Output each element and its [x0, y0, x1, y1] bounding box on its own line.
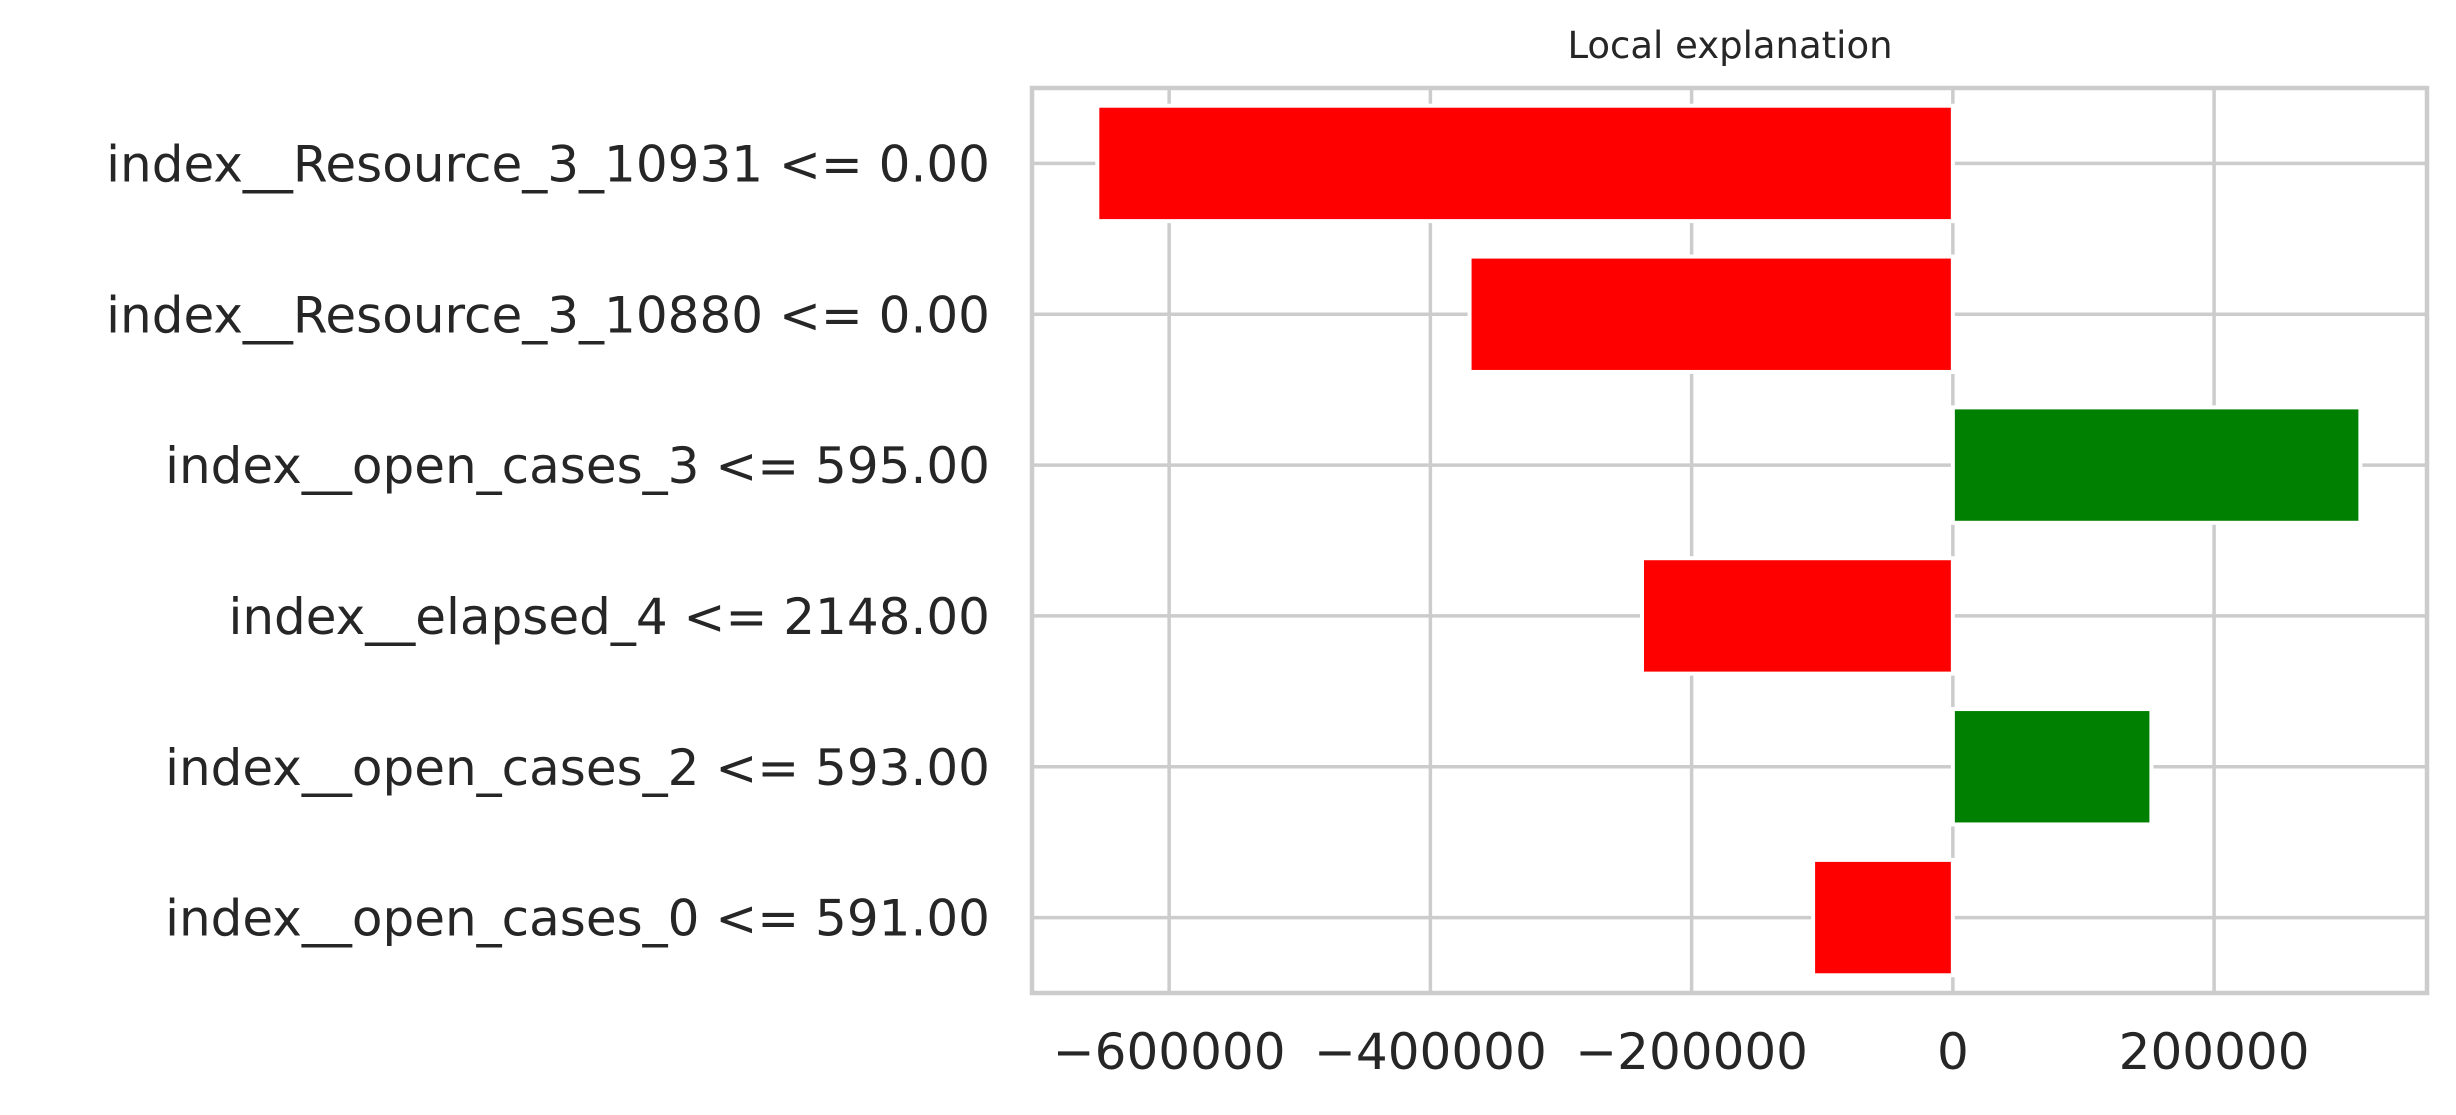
x-tick-labels: −600000 −400000 −200000 0 200000 [1053, 1023, 2310, 1081]
bar-negative [1467, 254, 1955, 374]
bar-negative [1095, 103, 1955, 224]
y-tick-label: index__Resource_3_10931 <= 0.00 [106, 135, 990, 193]
y-tick-label: index__elapsed_4 <= 2148.00 [228, 588, 990, 646]
y-tick-label: index__Resource_3_10880 <= 0.00 [106, 286, 990, 344]
y-tick-label: index__open_cases_3 <= 595.00 [165, 437, 990, 495]
bar-negative [1811, 857, 1955, 978]
chart-title: Local explanation [1567, 24, 1892, 67]
y-tick-labels: index__Resource_3_10931 <= 0.00 index__Re… [106, 135, 990, 947]
plot-frame [1029, 85, 2430, 996]
x-tick-label: 200000 [2119, 1023, 2310, 1081]
y-tick-label: index__open_cases_0 <= 591.00 [165, 890, 990, 948]
bar-layer [1095, 103, 2363, 978]
bar-negative [1639, 556, 1955, 676]
grid-layer [1032, 88, 2427, 993]
bar-positive [1950, 707, 2154, 827]
x-tick-label: 0 [1937, 1023, 1969, 1081]
x-tick-label: −200000 [1575, 1023, 1808, 1081]
y-tick-label: index__open_cases_2 <= 593.00 [165, 739, 990, 797]
bar-positive [1950, 405, 2363, 525]
x-tick-label: −400000 [1314, 1023, 1547, 1081]
x-tick-label: −600000 [1053, 1023, 1286, 1081]
